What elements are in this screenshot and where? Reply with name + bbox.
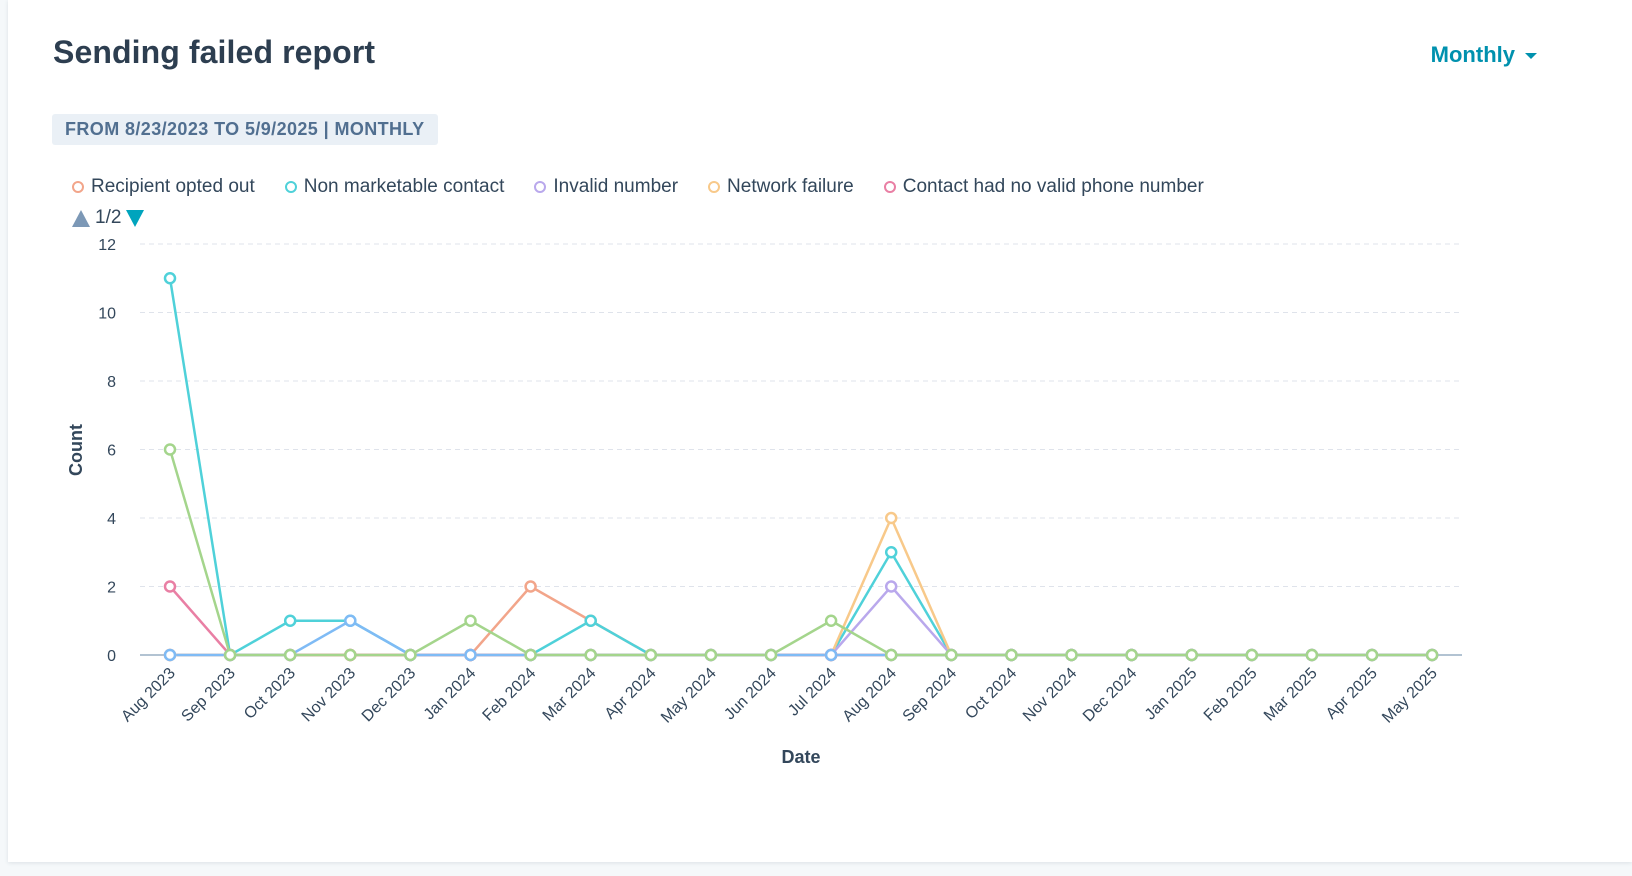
y-tick-label: 4 xyxy=(107,511,116,528)
x-tick-label: Dec 2023 xyxy=(359,665,420,726)
chart-legend: Recipient opted out Non marketable contac… xyxy=(72,176,1234,198)
caret-down-icon xyxy=(1525,53,1537,59)
legend-item[interactable]: Invalid number xyxy=(534,176,678,198)
y-tick-label: 10 xyxy=(98,306,116,323)
legend-item[interactable]: Contact had no valid phone number xyxy=(883,176,1204,198)
data-point[interactable] xyxy=(344,614,357,627)
x-tick-label: Jun 2024 xyxy=(721,665,780,724)
legend-marker-icon xyxy=(708,181,721,193)
data-point[interactable] xyxy=(1305,648,1319,662)
legend-marker-icon xyxy=(284,181,297,193)
series-line xyxy=(168,278,1433,657)
legend-label: Non marketable contact xyxy=(303,176,505,197)
data-point[interactable] xyxy=(163,272,177,285)
report-title: Sending failed report xyxy=(53,34,376,70)
data-point[interactable] xyxy=(1065,648,1078,662)
legend-pager: 1/2 xyxy=(72,207,145,229)
data-point[interactable] xyxy=(464,614,477,627)
legend-marker-icon xyxy=(883,181,896,193)
data-point[interactable] xyxy=(824,648,838,662)
x-tick-label: Nov 2024 xyxy=(1020,665,1081,726)
data-point[interactable] xyxy=(584,648,597,662)
data-point[interactable] xyxy=(464,648,477,662)
legend-page-indicator: 1/2 xyxy=(95,207,122,228)
series-line xyxy=(168,449,1433,657)
y-tick-label: 12 xyxy=(98,237,116,254)
legend-label: Recipient opted out xyxy=(91,176,255,197)
x-tick-label: Feb 2025 xyxy=(1201,665,1261,725)
data-point[interactable] xyxy=(524,580,537,593)
data-point[interactable] xyxy=(1365,648,1379,662)
data-point[interactable] xyxy=(884,511,898,525)
data-point[interactable] xyxy=(1185,648,1198,662)
x-tick-label: Mar 2024 xyxy=(540,665,600,725)
data-point[interactable] xyxy=(644,648,658,662)
frequency-label: Monthly xyxy=(1430,42,1515,67)
x-tick-label: May 2025 xyxy=(1379,665,1441,727)
data-point[interactable] xyxy=(283,614,297,627)
x-tick-label: Oct 2024 xyxy=(962,665,1020,723)
y-tick-label: 0 xyxy=(107,648,116,665)
x-tick-label: May 2024 xyxy=(658,665,720,727)
data-point[interactable] xyxy=(1425,648,1439,662)
legend-label: Network failure xyxy=(727,176,854,197)
date-range-label: FROM 8/23/2023 TO 5/9/2025 | MONTHLY xyxy=(52,114,438,145)
data-point[interactable] xyxy=(884,648,898,662)
x-tick-label: Oct 2023 xyxy=(241,665,299,723)
x-tick-label: Mar 2025 xyxy=(1261,665,1321,725)
y-axis-title: Count xyxy=(66,424,86,476)
legend-label: Invalid number xyxy=(553,176,679,197)
x-tick-label: Apr 2024 xyxy=(602,665,660,723)
x-tick-label: Sep 2023 xyxy=(178,665,239,726)
data-point[interactable] xyxy=(524,648,537,662)
x-axis-title: Date xyxy=(781,747,820,767)
y-tick-label: 8 xyxy=(107,374,116,391)
series-line xyxy=(170,585,1433,657)
legend-label: Contact had no valid phone number xyxy=(902,176,1204,197)
legend-marker-icon xyxy=(72,181,84,193)
data-point[interactable] xyxy=(704,648,718,662)
report-card: Sending failed report Monthly FROM 8/23/… xyxy=(8,0,1632,862)
data-point[interactable] xyxy=(884,580,898,593)
x-tick-label: Apr 2025 xyxy=(1323,665,1381,723)
legend-item[interactable]: Recipient opted out xyxy=(72,176,255,198)
series-line xyxy=(169,585,1433,657)
y-tick-label: 6 xyxy=(107,443,116,460)
frequency-dropdown[interactable]: Monthly xyxy=(1431,42,1537,68)
data-point[interactable] xyxy=(283,648,297,662)
x-tick-label: Aug 2023 xyxy=(118,665,179,726)
data-point[interactable] xyxy=(584,614,597,627)
data-point[interactable] xyxy=(884,546,898,559)
legend-next-page-icon[interactable] xyxy=(126,209,145,227)
x-tick-label: Jan 2024 xyxy=(421,665,480,724)
data-point[interactable] xyxy=(1125,648,1138,662)
data-point[interactable] xyxy=(824,614,838,627)
x-tick-label: Aug 2024 xyxy=(840,665,901,726)
series-line xyxy=(170,585,1433,657)
data-point[interactable] xyxy=(945,648,958,662)
legend-marker-icon xyxy=(534,181,547,193)
data-point[interactable] xyxy=(344,648,357,662)
legend-prev-page-icon[interactable] xyxy=(72,209,90,227)
data-point[interactable] xyxy=(1005,648,1018,662)
x-tick-label: Jul 2024 xyxy=(785,665,840,720)
x-tick-label: Jan 2025 xyxy=(1142,665,1201,724)
x-tick-label: Dec 2024 xyxy=(1080,665,1141,726)
data-point[interactable] xyxy=(223,648,237,662)
data-point[interactable] xyxy=(404,648,417,662)
data-point[interactable] xyxy=(163,648,177,662)
legend-item[interactable]: Non marketable contact xyxy=(284,176,505,198)
data-point[interactable] xyxy=(163,443,177,456)
data-point[interactable] xyxy=(163,580,177,593)
data-point[interactable] xyxy=(1245,648,1259,662)
y-tick-label: 2 xyxy=(107,580,116,597)
legend-item[interactable]: Network failure xyxy=(708,176,854,198)
x-tick-label: Nov 2023 xyxy=(299,665,360,726)
x-tick-label: Sep 2024 xyxy=(900,665,961,726)
x-tick-label: Feb 2024 xyxy=(480,665,540,725)
data-point[interactable] xyxy=(764,648,778,662)
